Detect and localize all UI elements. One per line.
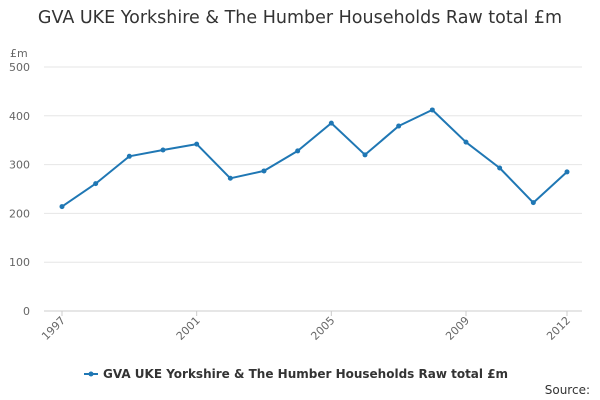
- data-point[interactable]: [530, 200, 536, 206]
- chart-title: GVA UKE Yorkshire & The Humber Household…: [37, 8, 563, 28]
- data-point[interactable]: [227, 175, 233, 181]
- x-tick-label: 2012: [544, 314, 573, 343]
- y-tick-label: 500: [9, 61, 30, 74]
- x-tick-label: 2009: [443, 314, 472, 343]
- legend[interactable]: GVA UKE Yorkshire & The Humber Household…: [84, 367, 508, 381]
- series-line: [61, 108, 568, 208]
- data-point[interactable]: [59, 204, 65, 210]
- y-axis-label: £m: [10, 47, 28, 60]
- y-tick-label: 0: [23, 305, 30, 318]
- x-tick-label: 1997: [39, 314, 68, 343]
- legend-marker: [88, 371, 94, 377]
- data-point[interactable]: [194, 141, 200, 147]
- y-tick-label: 300: [9, 159, 30, 172]
- y-tick-label: 200: [9, 207, 30, 220]
- legend-label[interactable]: GVA UKE Yorkshire & The Humber Household…: [103, 367, 508, 381]
- data-point[interactable]: [160, 147, 166, 153]
- x-tick-label: 2001: [174, 314, 203, 343]
- data-point[interactable]: [429, 107, 435, 113]
- data-point[interactable]: [463, 139, 469, 145]
- data-point[interactable]: [295, 148, 301, 154]
- data-point[interactable]: [93, 181, 99, 187]
- data-point[interactable]: [126, 153, 132, 159]
- source-label: Source:: [545, 383, 590, 397]
- y-tick-label: 100: [9, 256, 30, 269]
- y-tick-label: 400: [9, 110, 30, 123]
- data-point[interactable]: [564, 169, 570, 175]
- data-point[interactable]: [396, 123, 402, 129]
- data-point[interactable]: [261, 168, 267, 174]
- data-point[interactable]: [362, 152, 368, 158]
- data-point[interactable]: [497, 165, 503, 171]
- data-point[interactable]: [328, 120, 334, 126]
- x-tick-label: 2005: [308, 314, 337, 343]
